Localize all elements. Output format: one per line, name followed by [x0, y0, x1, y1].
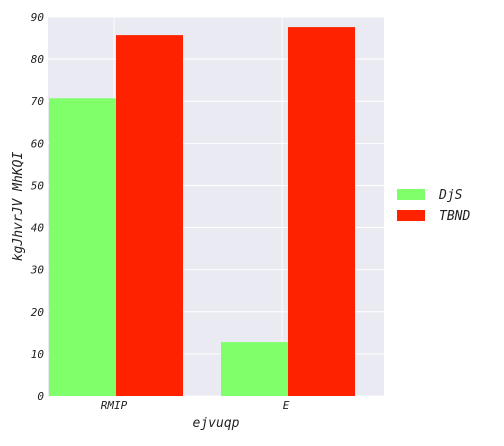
- bar-TBND-E: [288, 27, 355, 397]
- y-tick-label: 90: [31, 11, 45, 24]
- y-tick-label: 0: [37, 390, 44, 403]
- y-axis-label: kgJhvrJV MhKQI: [11, 152, 26, 262]
- legend-label: TBND: [439, 209, 470, 224]
- x-axis-label: ejvuqp: [193, 416, 240, 431]
- bar-TBND-RMIP: [116, 35, 183, 396]
- x-tick-label: E: [283, 399, 290, 412]
- y-tick-label: 30: [30, 264, 45, 277]
- bar-DjS-RMIP: [49, 98, 116, 396]
- y-tick-label: 50: [31, 179, 45, 192]
- y-axis-ticks: 0 10 20 30 40 50 60 70 80 90: [30, 11, 45, 403]
- y-tick-label: 40: [31, 222, 45, 235]
- bar-DjS-E: [221, 342, 288, 396]
- y-tick-label: 70: [31, 95, 45, 108]
- y-tick-label: 80: [31, 53, 45, 66]
- bars: [49, 27, 355, 397]
- y-tick-label: 20: [31, 306, 45, 319]
- legend-label: DjS: [438, 188, 463, 203]
- legend: DjS TBND: [397, 188, 470, 224]
- x-tick-label: RMIP: [101, 399, 128, 412]
- x-axis-ticks: RMIP E: [101, 399, 290, 412]
- legend-swatch: [397, 189, 425, 200]
- y-tick-label: 10: [31, 348, 45, 361]
- legend-swatch: [397, 210, 425, 221]
- y-tick-label: 60: [31, 137, 45, 150]
